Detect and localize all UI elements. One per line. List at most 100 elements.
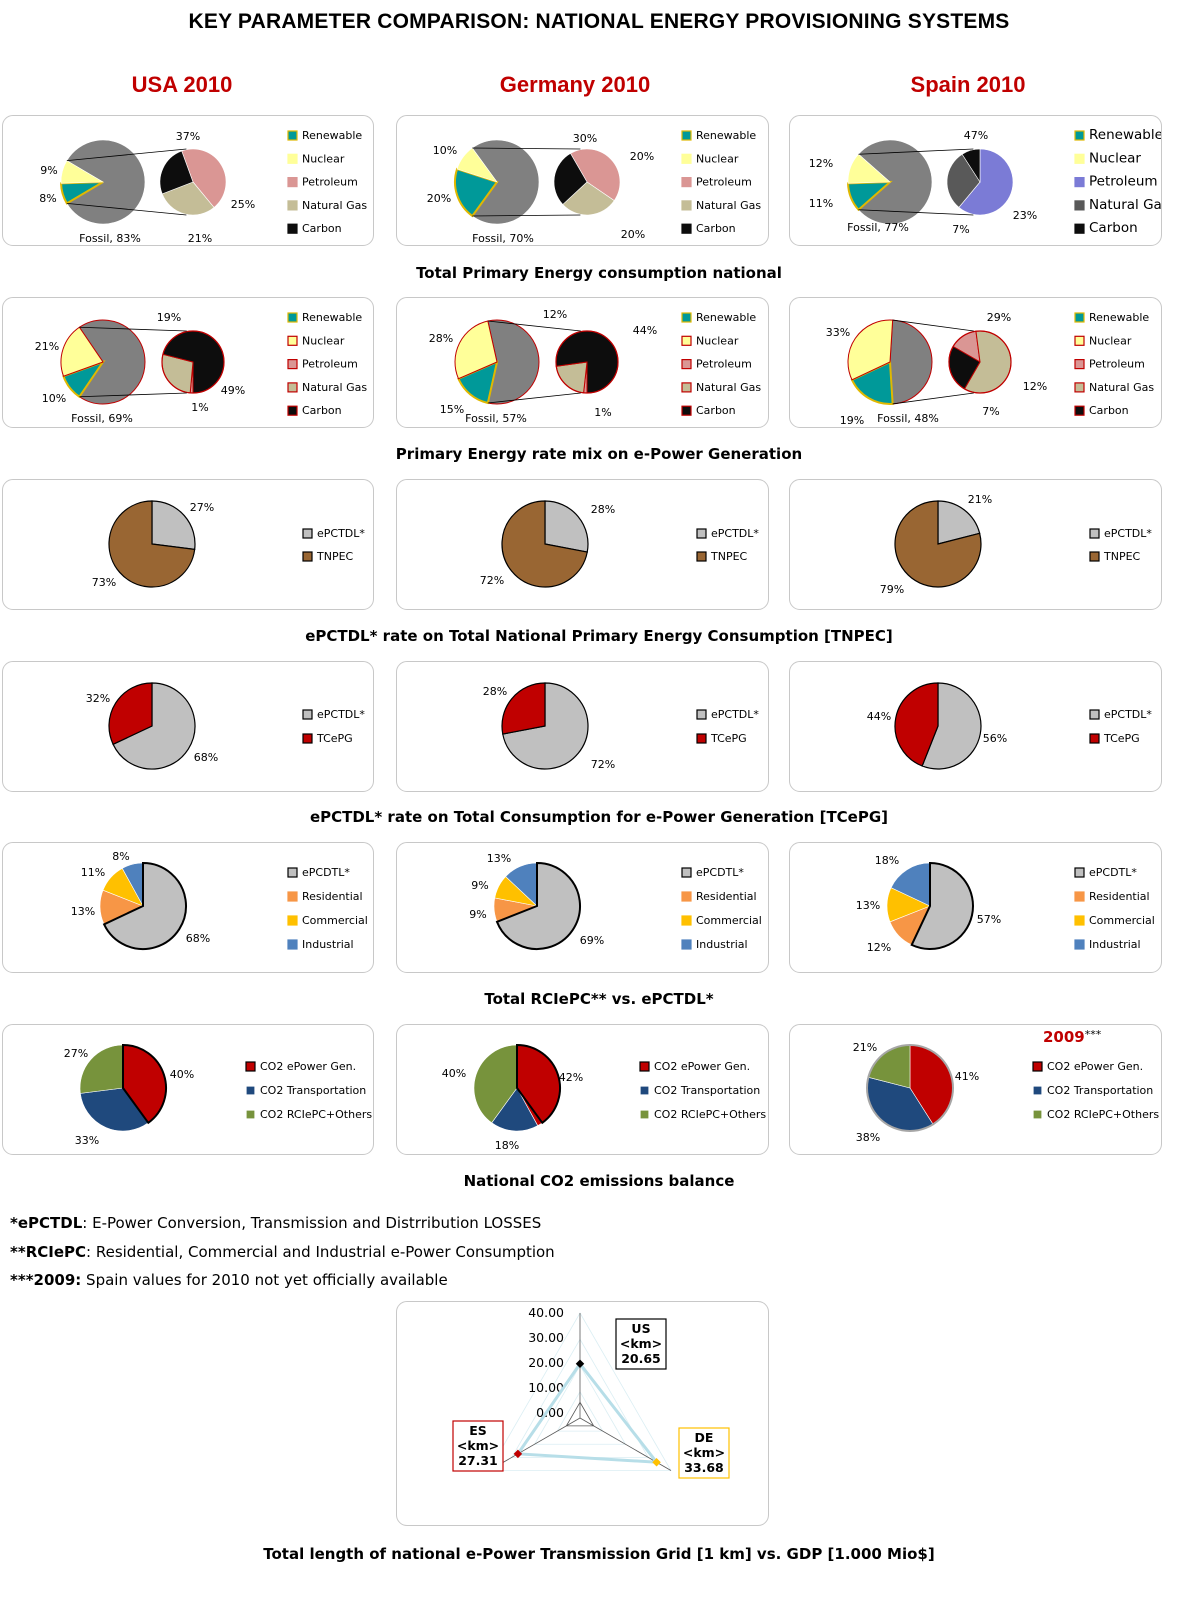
country-title-spain: Spain 2010: [910, 72, 1026, 97]
connector-line: [892, 319, 974, 332]
country-title-usa: USA 2010: [131, 72, 233, 97]
legend-label-natural-gas: Natural Gas: [1089, 381, 1154, 394]
section-title-grid-length: Total length of national e-Power Transmi…: [263, 1545, 935, 1563]
legend-label-tcepg: TCePG: [316, 732, 353, 745]
legend-label-epctdl: ePCTDL*: [1104, 527, 1152, 540]
legend-swatch-epcdtl: [1074, 867, 1085, 878]
legend-label-epctdl: ePCTDL*: [317, 527, 365, 540]
connector-line: [858, 148, 974, 155]
legend-swatch-petroleum: [1074, 358, 1085, 370]
pie-slice-tcepg: [108, 682, 153, 746]
legend-label-carbon: Carbon: [1089, 220, 1138, 236]
data-label-epctdl: 27%: [190, 501, 214, 514]
data-label-tcepg: 44%: [867, 710, 891, 723]
radar-grid-ring: [488, 1312, 672, 1471]
legend-swatch-petroleum: [287, 358, 298, 370]
legend-swatch-co2-transportation: [639, 1085, 650, 1096]
radar-callout-axis: DE: [695, 1430, 714, 1445]
data-label-carbon: 44%: [633, 324, 657, 337]
legend-label-commercial: Commercial: [696, 914, 762, 927]
legend-swatch-renewable: [681, 130, 692, 141]
pie-slice-highlight: [516, 1043, 561, 1125]
data-label-nuclear: 12%: [809, 157, 833, 170]
legend-swatch-epcdtl: [681, 867, 692, 878]
connector-line: [79, 392, 187, 398]
pie-slice-tnpec: [108, 500, 196, 588]
radar-callout-es: ES<km>27.31: [452, 1420, 504, 1472]
data-label-carbon: 20%: [621, 228, 645, 241]
data-label-industrial: 13%: [487, 852, 511, 865]
legend-label-renewable: Renewable: [302, 311, 362, 324]
pie-slice-natural-gas: [946, 153, 981, 208]
data-label-renewable: 8%: [39, 192, 56, 205]
legend-swatch-nuclear: [1074, 335, 1085, 346]
radar-callout-value: 33.68: [684, 1460, 724, 1475]
legend-label-natural-gas: Natural Gas: [302, 199, 367, 212]
pie-slice-tcepg: [894, 682, 939, 767]
legend-label-commercial: Commercial: [1089, 914, 1155, 927]
co2_balance-panel-0: 40% 33% 27% CO2 ePower Gen. CO2 Transportati…: [2, 1024, 374, 1155]
co2_balance-panel-1: 42% 18% 40% CO2 ePower Gen. CO2 Transportati…: [396, 1024, 769, 1155]
data-label-carbon: 7%: [952, 223, 969, 236]
radar-callout-unit: <km>: [683, 1445, 725, 1460]
legend-swatch-epctdl: [302, 709, 313, 720]
power_generation_mix-panel-2-svg: 19% 33% Fossil, 48% 7% 29% 12% Renewable Nuclea…: [826, 311, 1155, 427]
data-label-fossil: Fossil, 83%: [79, 232, 141, 245]
pie-slice-renewable: [850, 360, 894, 405]
legend-swatch-epctdl: [1089, 709, 1100, 720]
epctdl_tcepg-panel-2: 56% 44% ePCTDL* TCePG: [789, 661, 1162, 792]
primary_energy_consumption-panel-2: 11% 12% Fossil, 77% 47% 23% 7% Renewable Nuclea…: [789, 115, 1162, 246]
legend-swatch-co2-transportation: [1032, 1085, 1043, 1096]
legend-label-carbon: Carbon: [1089, 404, 1129, 417]
legend-swatch-co2-epower-gen: [639, 1061, 650, 1072]
epctdl_tcepg-panel-1-svg: 72% 28% ePCTDL* TCePG: [483, 682, 759, 771]
data-label-natural-gas: 25%: [231, 198, 255, 211]
data-label-carbon: 21%: [188, 232, 212, 245]
legend-swatch-tnpec: [302, 551, 313, 562]
legend-swatch-natural-gas: [287, 382, 298, 393]
radar-callout-box: [615, 1318, 667, 1370]
legend-swatch-commercial: [681, 915, 692, 926]
pie-slice-epctdl: [921, 682, 982, 770]
data-label-nuclear: 9%: [40, 164, 57, 177]
pie-slice-petroleum: [570, 148, 621, 202]
pie-slice-fossil: [487, 319, 540, 405]
legend-label-nuclear: Nuclear: [302, 152, 345, 165]
pie-slice-carbon: [159, 150, 194, 195]
section-title-co2: National CO2 emissions balance: [463, 1172, 735, 1190]
legend-label-co2-epower-gen: CO2 ePower Gen.: [260, 1060, 356, 1073]
data-label-fossil: Fossil, 69%: [71, 412, 133, 425]
legend-swatch-co2-transportation: [245, 1085, 256, 1096]
rciepc_vs_epctdl-panel-2: 57% 12% 13% 18% ePCDTL* Residential Commercial…: [789, 842, 1162, 973]
radar-callout-box: [452, 1420, 504, 1472]
pie-slice-epctdl: [544, 500, 589, 553]
epctdl_tcepg-panel-2-svg: 56% 44% ePCTDL* TCePG: [867, 682, 1152, 770]
footnote-text: : E-Power Conversion, Transmission and D…: [82, 1214, 542, 1232]
legend-swatch-carbon: [287, 405, 298, 416]
pie-outline: [948, 330, 1012, 394]
data-label-industrial: 18%: [875, 854, 899, 867]
data-label-tnpec: 72%: [480, 574, 504, 587]
legend-swatch-industrial: [287, 939, 298, 950]
legend-swatch-tcepg: [302, 733, 313, 744]
legend-swatch-co2-rciepc-others: [1032, 1109, 1043, 1120]
legend-label-renewable: Renewable: [1089, 127, 1162, 143]
data-label-co2-rciepc-others: 40%: [442, 1067, 466, 1080]
legend-label-nuclear: Nuclear: [696, 334, 739, 347]
legend-label-co2-rciepc-others: CO2 RCIePC+Others: [1047, 1108, 1159, 1121]
epctdl_tnpec-panel-0: 27% 73% ePCTDL* TNPEC: [2, 479, 374, 610]
footnote-text: : Residential, Commercial and Industrial…: [86, 1243, 555, 1261]
legend-swatch-natural-gas: [681, 200, 692, 211]
legend-label-epcdtl: ePCDTL*: [696, 866, 744, 879]
radar-tick-label: 40.00: [528, 1305, 564, 1320]
data-label-co2-rciepc-others: 27%: [64, 1047, 88, 1060]
pie-slice-highlight: [122, 1043, 167, 1125]
legend-swatch-tnpec: [696, 551, 707, 562]
connector-line: [487, 392, 581, 404]
legend-swatch-tcepg: [1089, 733, 1100, 744]
legend-label-renewable: Renewable: [1089, 311, 1149, 324]
pie-slice-renewable: [454, 167, 499, 218]
radar-grid-ring: [556, 1390, 604, 1432]
data-label-petroleum: 47%: [964, 129, 988, 142]
connector-line: [858, 209, 974, 216]
